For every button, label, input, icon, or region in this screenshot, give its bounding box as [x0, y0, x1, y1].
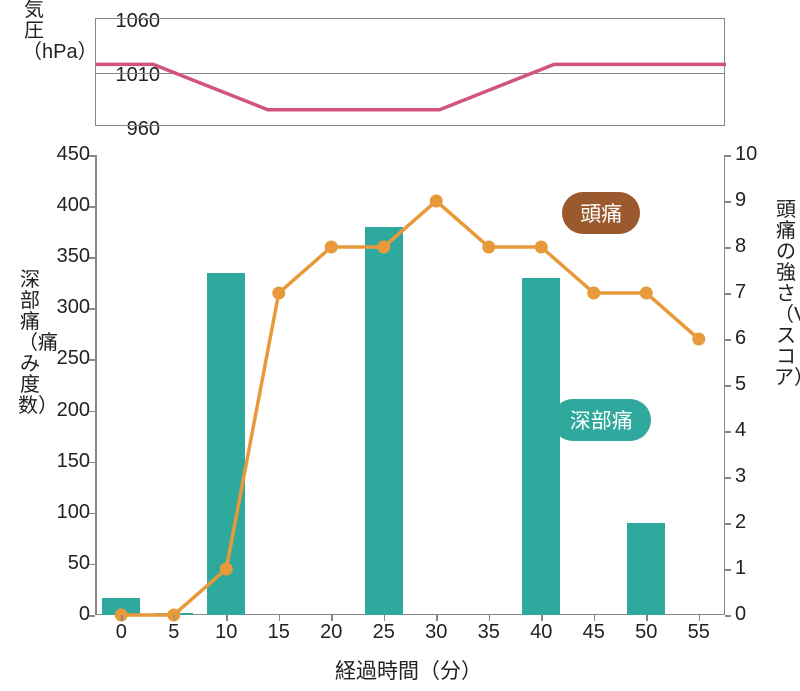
x-tick-0: 0 [101, 621, 141, 644]
vas-marker-x45 [587, 287, 600, 300]
x-tick-30: 30 [416, 621, 456, 644]
y2-tickmark-0 [725, 615, 731, 617]
main-y2-label: 頭痛の強さ（VASスコア） [774, 200, 798, 389]
vas-marker-x40 [535, 241, 548, 254]
x-tick-20: 20 [311, 621, 351, 644]
vas-marker-x20 [325, 241, 338, 254]
main-y1-label: 深部痛（痛み度数） [18, 270, 42, 417]
y1-tick-0: 0 [40, 603, 90, 626]
y1-tickmark-100 [89, 513, 95, 515]
x-tick-45: 45 [574, 621, 614, 644]
main-plot-area: 頭痛 深部痛 [95, 155, 725, 615]
y1-tickmark-300 [89, 308, 95, 310]
y2-tick-7: 7 [735, 281, 775, 304]
y1-tick-450: 450 [40, 143, 90, 166]
y2-tickmark-8 [725, 247, 731, 249]
y1-tick-400: 400 [40, 194, 90, 217]
y2-tick-4: 4 [735, 419, 775, 442]
vas-marker-x55 [692, 333, 705, 346]
x-tickmark-55 [699, 615, 701, 621]
pressure-line-svg [96, 19, 726, 127]
y1-tick-100: 100 [40, 501, 90, 524]
vas-marker-x30 [430, 195, 443, 208]
y2-tickmark-4 [725, 431, 731, 433]
y1-tickmark-50 [89, 564, 95, 566]
x-tickmark-0 [121, 615, 123, 621]
y1-tick-150: 150 [40, 450, 90, 473]
y2-tickmark-3 [725, 477, 731, 479]
badge-deep-pain: 深部痛 [552, 399, 651, 441]
y1-tickmark-400 [89, 206, 95, 208]
x-tick-55: 55 [679, 621, 719, 644]
x-tick-35: 35 [469, 621, 509, 644]
main-chart: 頭痛 深部痛 [95, 155, 725, 615]
x-tickmark-35 [489, 615, 491, 621]
pressure-plot-frame [95, 18, 725, 126]
badge-headache: 頭痛 [562, 192, 640, 234]
vas-marker-x50 [640, 287, 653, 300]
main-x-label: 経過時間（分） [335, 655, 482, 685]
y2-tick-9: 9 [735, 189, 775, 212]
x-tickmark-50 [646, 615, 648, 621]
y2-tick-5: 5 [735, 373, 775, 396]
y2-tick-3: 3 [735, 465, 775, 488]
y1-tickmark-0 [89, 615, 95, 617]
y1-tick-250: 250 [40, 347, 90, 370]
y2-tickmark-9 [725, 201, 731, 203]
y2-tick-1: 1 [735, 557, 775, 580]
x-tickmark-20 [331, 615, 333, 621]
pressure-chart [95, 18, 725, 126]
x-tick-5: 5 [154, 621, 194, 644]
x-tick-10: 10 [206, 621, 246, 644]
vas-marker-x15 [272, 287, 285, 300]
vas-marker-x35 [482, 241, 495, 254]
y1-tickmark-200 [89, 411, 95, 413]
y2-tick-8: 8 [735, 235, 775, 258]
y2-tick-0: 0 [735, 603, 775, 626]
y1-tickmark-350 [89, 257, 95, 259]
y1-tickmark-450 [89, 155, 95, 157]
y2-tick-2: 2 [735, 511, 775, 534]
vas-marker-x10 [220, 563, 233, 576]
x-tick-50: 50 [626, 621, 666, 644]
y2-tick-10: 10 [735, 143, 775, 166]
y2-tickmark-5 [725, 385, 731, 387]
pressure-ylabel: 気圧（hPa） [22, 0, 46, 63]
x-tickmark-5 [174, 615, 176, 621]
x-tickmark-15 [279, 615, 281, 621]
y1-tick-200: 200 [40, 399, 90, 422]
x-tickmark-40 [541, 615, 543, 621]
figure-container: 気圧（hPa） 1060 1010 960 深部痛（痛み度数） 頭痛の強さ（VA… [0, 0, 800, 691]
y2-tickmark-10 [725, 155, 731, 157]
y1-tick-50: 50 [40, 552, 90, 575]
x-tick-15: 15 [259, 621, 299, 644]
vas-marker-x25 [377, 241, 390, 254]
y2-tickmark-2 [725, 523, 731, 525]
x-tickmark-25 [384, 615, 386, 621]
y1-tick-300: 300 [40, 296, 90, 319]
x-tick-25: 25 [364, 621, 404, 644]
pressure-line [96, 64, 726, 109]
y2-tickmark-6 [725, 339, 731, 341]
x-tickmark-45 [594, 615, 596, 621]
x-tick-40: 40 [521, 621, 561, 644]
y1-tick-350: 350 [40, 245, 90, 268]
x-tickmark-30 [436, 615, 438, 621]
y2-tickmark-1 [725, 569, 731, 571]
y1-tickmark-150 [89, 462, 95, 464]
x-tickmark-10 [226, 615, 228, 621]
y1-tickmark-250 [89, 359, 95, 361]
y2-tickmark-7 [725, 293, 731, 295]
y2-tick-6: 6 [735, 327, 775, 350]
